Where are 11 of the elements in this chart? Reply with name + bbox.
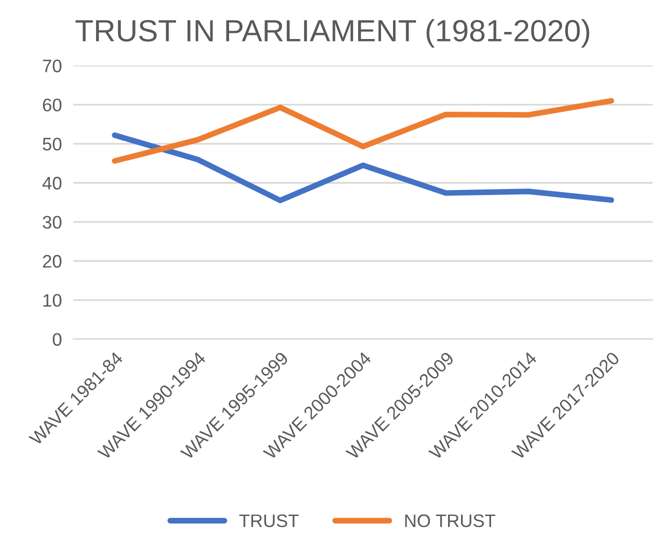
y-tick-label: 70 bbox=[42, 60, 62, 72]
chart-title: TRUST IN PARLIAMENT (1981-2020) bbox=[76, 19, 590, 48]
y-tick-label: 60 bbox=[42, 98, 62, 112]
y-tick-label: 50 bbox=[42, 138, 62, 151]
legend-label: TRUST bbox=[239, 514, 299, 528]
y-tick-label: 40 bbox=[42, 176, 62, 190]
y-tick-label: 0 bbox=[52, 333, 62, 346]
y-tick-label: 10 bbox=[43, 294, 62, 307]
y-tick-label: 20 bbox=[42, 254, 62, 268]
y-tick-label: 30 bbox=[42, 216, 62, 229]
legend-label: NO TRUST bbox=[405, 514, 496, 528]
